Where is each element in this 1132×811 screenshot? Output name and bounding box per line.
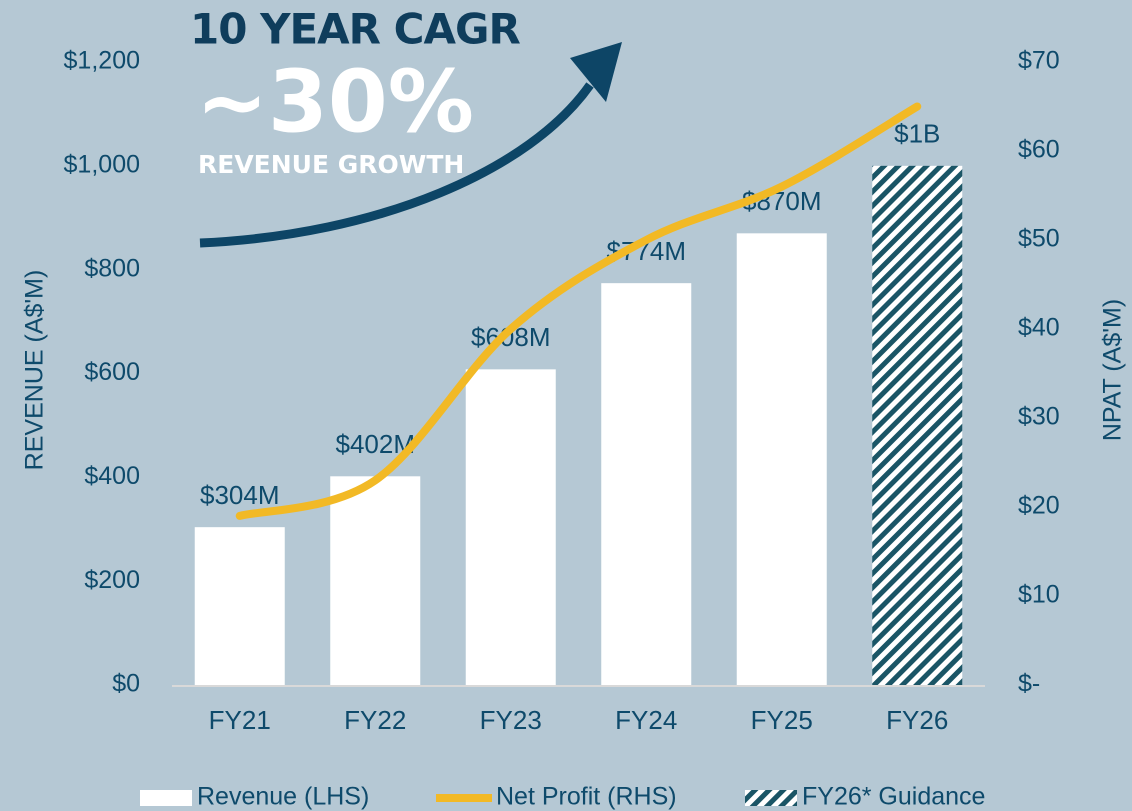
legend-swatch — [745, 790, 797, 806]
y-tick-label: $200 — [84, 566, 140, 594]
y-tick-label: $600 — [84, 358, 140, 386]
legend-label: Revenue (LHS) — [197, 783, 369, 811]
y2-tick-label: $70 — [1018, 47, 1060, 75]
x-tick-label: FY24 — [615, 705, 677, 735]
y2-tick-label: $60 — [1018, 136, 1060, 164]
y2-tick-label: $40 — [1018, 314, 1060, 342]
x-tick-label: FY23 — [480, 705, 542, 735]
y-tick-label: $1,200 — [64, 47, 140, 75]
y2-tick-label: $20 — [1018, 492, 1060, 520]
y-tick-label: $1,000 — [64, 150, 140, 178]
legend-swatch — [140, 790, 192, 806]
legend-label: FY26* Guidance — [802, 783, 985, 811]
bar — [330, 476, 421, 685]
y-axis-label: REVENUE (A$'M) — [21, 270, 49, 471]
bar — [465, 369, 556, 685]
bar — [736, 233, 827, 685]
y2-axis-label: NPAT (A$'M) — [1099, 299, 1127, 441]
bar — [872, 165, 963, 686]
x-tick-label: FY21 — [209, 705, 271, 735]
y2-tick-label: $50 — [1018, 225, 1060, 253]
bar — [194, 527, 285, 685]
legend-label: Net Profit (RHS) — [496, 783, 677, 811]
y-tick-label: $400 — [84, 462, 140, 490]
line — [235, 102, 922, 520]
y2-tick-label: $10 — [1018, 581, 1060, 609]
y-tick-label: $0 — [112, 670, 140, 698]
bar — [601, 283, 692, 685]
annotation: 10 YEAR CAGR — [190, 5, 520, 54]
arrow-head — [570, 42, 622, 102]
annotation: ~30% — [196, 52, 474, 152]
y2-tick-label: $30 — [1018, 403, 1060, 431]
x-tick-label: FY25 — [751, 705, 813, 735]
growth-arrow — [199, 82, 594, 248]
y-tick-label: $800 — [84, 254, 140, 282]
x-tick-label: FY26 — [886, 705, 948, 735]
y2-tick-label: $- — [1018, 670, 1040, 698]
x-tick-label: FY22 — [344, 705, 406, 735]
annotation: REVENUE GROWTH — [198, 150, 464, 179]
data-label: $1B — [894, 119, 940, 149]
data-label: $304M — [200, 480, 280, 510]
